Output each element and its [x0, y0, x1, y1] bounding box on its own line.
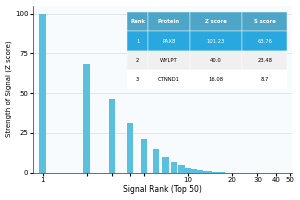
Bar: [171, 162, 177, 172]
Bar: [153, 149, 159, 172]
Bar: [191, 169, 197, 172]
Bar: [178, 165, 184, 172]
Bar: [83, 64, 90, 172]
Bar: [127, 123, 134, 172]
Bar: [109, 99, 115, 172]
Bar: [141, 139, 148, 172]
Bar: [196, 170, 203, 172]
Bar: [206, 171, 212, 172]
Bar: [201, 171, 208, 172]
Bar: [40, 14, 46, 172]
Bar: [185, 168, 191, 172]
Y-axis label: Strength of Signal (Z score): Strength of Signal (Z score): [6, 41, 12, 137]
X-axis label: Signal Rank (Top 50): Signal Rank (Top 50): [123, 185, 202, 194]
Bar: [162, 157, 169, 172]
